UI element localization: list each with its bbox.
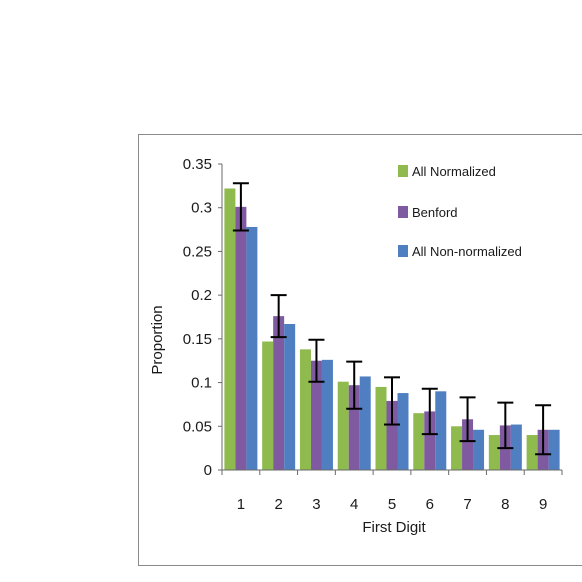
legend-swatch <box>398 206 408 218</box>
bar <box>310 360 322 470</box>
legend-label: All Non-normalized <box>412 244 522 259</box>
bar <box>462 419 474 470</box>
y-tick-label: 0 <box>204 462 212 479</box>
x-axis-label: First Digit <box>362 519 426 536</box>
legend-label: Benford <box>412 205 458 220</box>
y-tick-label: 0.3 <box>191 200 212 217</box>
x-tick-label: 1 <box>237 496 245 513</box>
x-tick-label: 3 <box>312 496 320 513</box>
bar <box>246 226 258 470</box>
y-axis-label: Proportion <box>149 305 166 374</box>
bar <box>413 413 425 470</box>
bar <box>273 316 285 470</box>
bar <box>284 323 296 470</box>
legend: All Normalized Benford All Non-normalized <box>398 164 522 259</box>
y-tick-labels: 0 0.05 0.1 0.15 0.2 0.25 0.3 0.35 <box>183 156 212 479</box>
bars-group <box>224 188 560 471</box>
bar <box>451 426 463 470</box>
y-tick-label: 0.2 <box>191 287 212 304</box>
y-tick-label: 0.05 <box>183 418 212 435</box>
bar <box>473 429 485 470</box>
bar <box>397 393 409 470</box>
legend-swatch <box>398 245 408 257</box>
bar <box>262 341 274 470</box>
x-tick-label: 2 <box>274 496 282 513</box>
bar <box>321 359 333 470</box>
y-tick-label: 0.1 <box>191 375 212 392</box>
bar <box>424 411 436 470</box>
axes-group <box>218 163 563 475</box>
bar <box>299 349 311 470</box>
y-tick-label: 0.35 <box>183 156 212 173</box>
bar <box>386 400 398 470</box>
bar <box>488 435 500 470</box>
error-bars-group <box>232 182 552 456</box>
x-tick-label: 7 <box>463 496 471 513</box>
bar <box>348 385 360 470</box>
y-tick-label: 0.15 <box>183 331 212 348</box>
bar <box>375 386 387 470</box>
chart-frame <box>138 134 582 566</box>
y-tick-label: 0.25 <box>183 243 212 260</box>
x-tick-labels: 1 2 3 4 5 6 7 8 9 <box>237 496 548 513</box>
x-tick-label: 6 <box>426 496 434 513</box>
bar <box>224 188 236 471</box>
bar <box>337 381 349 470</box>
bar <box>526 435 538 470</box>
x-tick-label: 8 <box>501 496 509 513</box>
bar <box>235 206 247 470</box>
x-tick-label: 9 <box>539 496 547 513</box>
bar <box>435 391 447 470</box>
legend-label: All Normalized <box>412 164 496 179</box>
bar <box>548 429 560 470</box>
legend-swatch <box>398 165 408 177</box>
bar <box>510 424 522 470</box>
x-tick-label: 5 <box>388 496 396 513</box>
x-tick-label: 4 <box>350 496 358 513</box>
bar <box>359 376 371 470</box>
